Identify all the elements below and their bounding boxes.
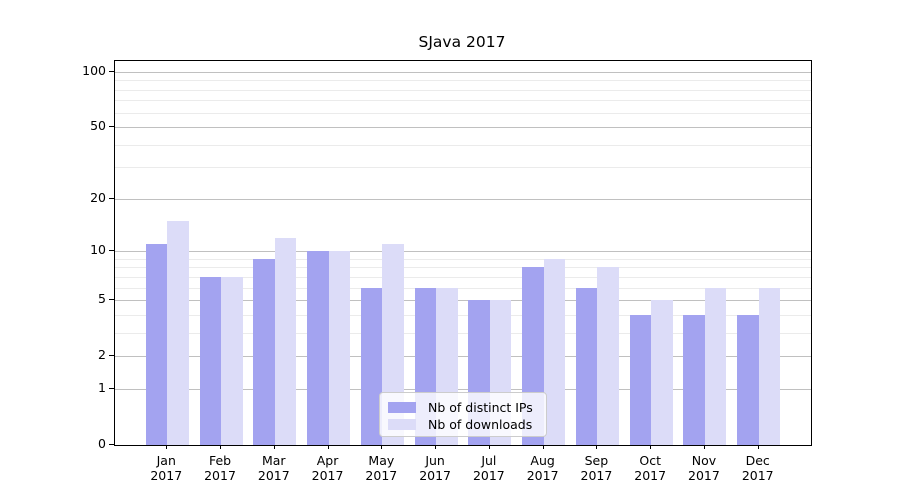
y-tick-mark [109,250,114,252]
minor-gridline [115,89,811,91]
chart-title: SJava 2017 [418,33,506,51]
legend-row: Nb of downloads [388,416,538,433]
bar-downloads-feb [221,276,243,445]
y-tick-label: 10 [90,242,106,258]
legend-swatch-ips [388,402,416,413]
minor-gridline [115,167,811,169]
legend-label: Nb of downloads [428,416,533,432]
minor-gridline [115,112,811,114]
y-tick-label: 100 [82,63,106,78]
x-tick-label-oct: Oct 2017 [634,453,667,483]
x-tick-label-feb: Feb 2017 [204,453,236,483]
x-tick-mark [381,445,383,449]
minor-gridline [115,267,811,269]
plot-area: Nb of distinct IPs Nb of downloads [114,60,812,446]
x-tick-mark [273,445,275,449]
x-tick-mark [757,445,759,449]
x-tick-label-nov: Nov 2017 [688,453,720,483]
x-tick-label-may: May 2017 [365,453,398,483]
bar-ips-dec [737,314,759,445]
bar-downloads-dec [758,287,781,445]
legend-swatch-downloads [388,419,416,430]
legend-row: Nb of distinct IPs [388,399,538,416]
x-tick-mark [220,445,222,449]
minor-gridline [115,276,811,278]
major-gridline [115,127,811,129]
x-tick-label-jan: Jan 2017 [150,453,183,483]
x-tick-mark [650,445,652,449]
y-tick-mark [109,299,114,301]
minor-gridline [115,314,811,316]
y-tick-label: 5 [98,291,106,307]
bar-ips-apr [307,251,329,445]
bar-ips-sep [575,287,598,445]
x-tick-mark [542,445,544,449]
bar-downloads-apr [328,251,351,445]
x-tick-mark [488,445,490,449]
bar-downloads-mar [274,237,297,445]
bar-ips-nov [683,314,705,445]
major-gridline [115,72,811,73]
x-tick-label-apr: Apr 2017 [311,453,344,483]
x-tick-mark [596,445,598,449]
x-tick-label-sep: Sep 2017 [580,453,613,483]
y-tick-label: 0 [98,436,106,451]
y-tick-label: 20 [90,189,106,205]
x-tick-mark [435,445,437,449]
major-gridline [115,251,811,253]
x-tick-label-jul: Jul 2017 [472,453,505,483]
x-tick-label-dec: Dec 2017 [741,453,774,483]
x-tick-mark [703,445,705,449]
bar-downloads-aug [543,258,566,445]
y-tick-mark [109,444,114,445]
y-tick-mark [109,126,114,128]
bar-downloads-jan [167,220,189,445]
major-gridline [115,198,811,200]
bar-downloads-oct [651,300,673,445]
y-tick-label: 1 [98,379,106,395]
x-tick-label-aug: Aug 2017 [526,453,559,483]
minor-gridline [115,258,811,260]
y-tick-mark [109,387,114,389]
x-tick-label-jun: Jun 2017 [419,453,451,483]
y-tick-label: 2 [98,347,106,363]
major-gridline [115,388,811,390]
legend-label: Nb of distinct IPs [428,399,533,415]
y-tick-mark [109,197,114,199]
minor-gridline [115,100,811,102]
bar-ips-feb [199,276,222,445]
x-tick-mark [166,445,168,449]
y-tick-mark [109,355,114,357]
bar-ips-may [360,287,383,445]
minor-gridline [115,144,811,146]
bar-ips-jan [145,244,168,445]
minor-gridline [115,332,811,334]
bar-downloads-nov [704,287,727,445]
bar-ips-mar [253,258,275,445]
major-gridline [115,300,811,302]
y-tick-label: 50 [90,118,106,134]
legend: Nb of distinct IPs Nb of downloads [379,392,547,437]
major-gridline [115,356,811,358]
x-tick-label-mar: Mar 2017 [257,453,290,483]
minor-gridline [115,80,811,82]
bar-downloads-sep [597,267,619,445]
minor-gridline [115,287,811,289]
y-tick-mark [109,71,114,72]
bar-ips-oct [629,314,652,445]
x-tick-mark [327,445,329,449]
